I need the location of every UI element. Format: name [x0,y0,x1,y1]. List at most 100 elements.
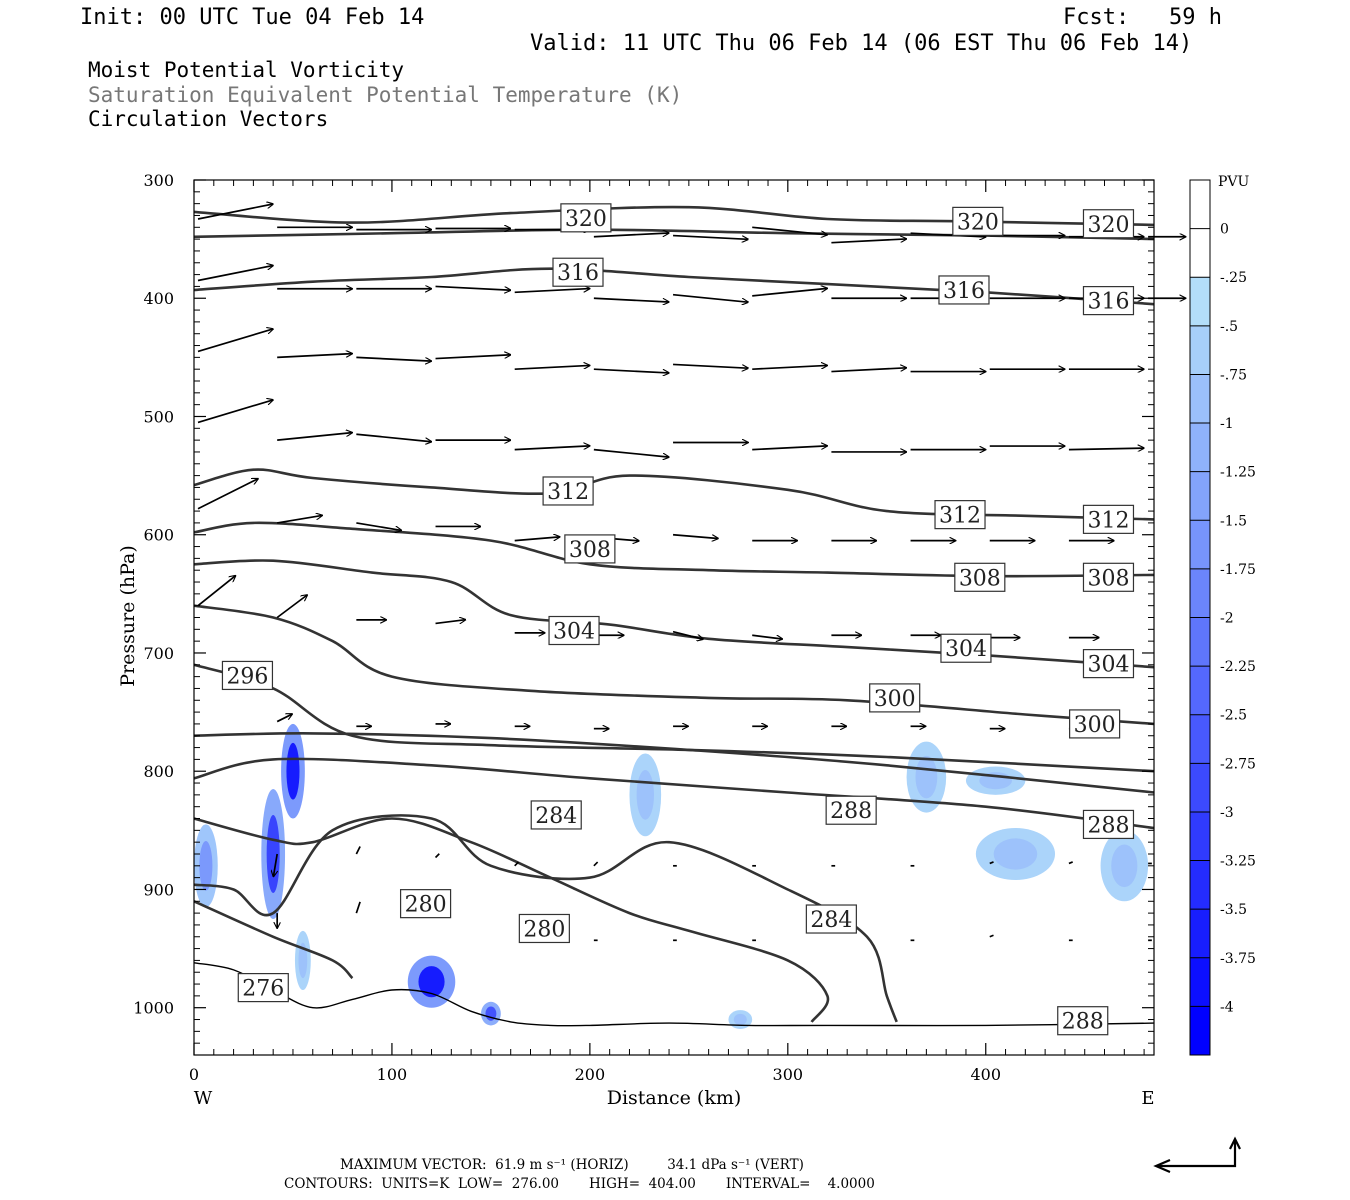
circulation-vector-90 [514,861,520,867]
colorbar-level-label: -1.5 [1220,513,1247,529]
circulation-vector-20 [752,288,827,297]
contour-label-box [934,500,986,530]
colorbar-level-label: -.75 [1220,367,1247,383]
contour-label-23: 280 [399,889,452,919]
contour-label-box [548,615,600,646]
circulation-vector-45 [752,446,827,451]
contour-label-20: 288 [1057,1006,1109,1036]
contour-label-15: 300 [869,683,921,713]
contour-label-text: 320 [565,207,607,232]
colorbar-bin-11 [1190,714,1210,764]
terrain-line-layer [193,962,1155,1027]
colorbar-level-label: -2.5 [1220,708,1247,724]
title-theta-es: Saturation Equivalent Potential Temperat… [88,83,683,107]
circulation-vector-32 [673,363,748,368]
contour-label-box [938,275,990,305]
colorbar-bin-3 [1190,325,1210,375]
colorbar-level-label: 0 [1220,222,1229,238]
footer-max-vector: MAXIMUM VECTOR: 61.9 m s⁻¹ (HORIZ) 34.1 … [340,1157,804,1173]
contour-label-24: 280 [518,913,570,944]
circulation-vector-74 [276,714,292,723]
circulation-vector-7 [752,226,827,235]
contour-line-300-7 [193,663,1155,773]
circulation-vector-88 [355,901,361,914]
contour-label-text: 284 [535,804,577,829]
plot-frame [193,179,1155,1056]
colorbar-bin-5 [1190,423,1210,473]
contour-label-text: 304 [553,620,595,645]
circulation-vector-56 [672,533,718,539]
contour-label-12: 304 [548,615,600,646]
circulation-vector-54 [514,537,560,542]
circulation-vector-89 [434,853,440,859]
pv-core-5 [636,770,655,820]
circulation-vector-62 [197,576,236,607]
contour-line-320-1 [193,228,1155,241]
axes: 300 400 500 600 700 800 900 1000 0 100 200 300 400 [133,171,1155,1084]
circulation-vector-31 [593,368,669,373]
circulation-vector-16 [435,285,511,290]
contour-label-13: 304 [940,633,992,663]
circulation-vector-42 [514,446,590,451]
x-tick-label: 100 [377,1065,408,1084]
x-tick-label: 300 [773,1065,804,1084]
contour-label-box [552,257,604,287]
contour-label-18: 288 [825,795,877,825]
contour-label-16: 300 [1069,709,1121,739]
contour-label-22: 284 [805,904,857,934]
contour-label-text: 308 [1087,566,1129,591]
contour-label-box [1057,1006,1109,1036]
contour-label-box [1082,649,1135,679]
colorbar-unit-label: PVU [1218,174,1250,190]
contour-line-280-12 [193,814,898,1023]
colorbar-bin-4 [1190,374,1210,424]
pv-core-2 [199,840,213,891]
colorbar-bin-8 [1190,568,1210,618]
contour-label-5: 316 [1082,286,1135,316]
colorbar-bin-15 [1190,909,1210,959]
circulation-vector-52 [356,522,401,531]
reference-vector-icon [1153,1136,1241,1174]
circulation-vector-50 [197,479,258,510]
title-mpv: Moist Potential Vorticity [88,58,405,82]
contour-label-text: 304 [1087,653,1129,678]
contour-line-296-8 [193,732,1155,794]
contour-label-text: 280 [405,893,447,918]
y-tick-label: 800 [143,762,174,781]
circulation-vector-38 [197,400,273,424]
contour-label-10: 308 [954,562,1006,592]
y-axis-label: Pressure (hPa) [117,545,139,687]
colorbar-bin-14 [1190,860,1210,910]
colorbar-bin-0 [1190,180,1210,230]
forecast-hour: Fcst: 59 h [1063,5,1222,30]
contour-label-box [825,795,877,825]
circulation-vector-0 [197,204,273,220]
contour-label-19: 288 [1082,809,1135,840]
circulation-vector-33 [752,365,827,371]
y-tick-label: 900 [143,880,174,899]
colorbar-level-label: -1.25 [1220,465,1256,481]
colorbar-bin-2 [1190,277,1210,327]
contour-label-text: 304 [945,637,987,662]
circulation-vector-9 [910,232,986,237]
contour-label-box [1082,809,1135,840]
contour-label-box [954,562,1006,592]
contour-label-2: 320 [1082,209,1135,239]
x-axis-label: Distance (km) [607,1087,742,1109]
pv-core-3 [418,966,445,998]
contour-label-text: 320 [1087,213,1129,238]
circulation-vector-5 [593,233,669,238]
contour-label-text: 288 [830,799,872,824]
contour-label-text: 316 [557,261,599,286]
circulation-vector-96 [989,861,994,865]
contour-line-304-6 [193,604,1155,726]
circulation-vector-85 [273,853,279,877]
contour-label-box [1082,504,1135,534]
colorbar-level-label: -3.5 [1220,902,1247,918]
colorbar-level-label: -3 [1220,805,1234,821]
y-tick-label: 300 [143,171,174,190]
circulation-vector-30 [514,365,590,371]
circulation-vector-91 [593,861,599,867]
colorbar-level-label: -2.25 [1220,659,1256,675]
